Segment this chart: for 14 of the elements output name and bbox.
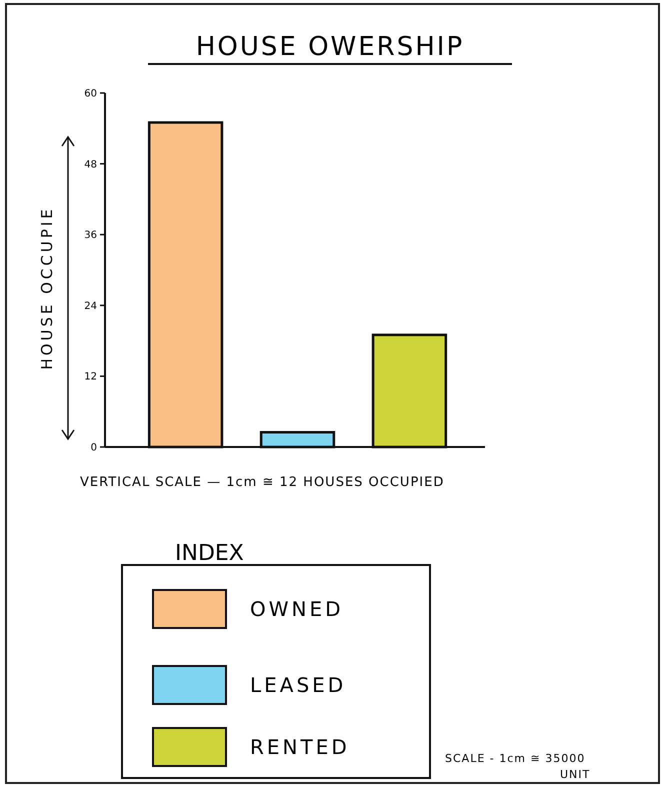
text: VERTICAL SCALE — 1cm ≅ 12 HOUSES OCCUPIED: [80, 475, 444, 490]
y-tick-label: 60: [84, 88, 97, 100]
y-axis-title: HOUSE OCCUPIE: [38, 206, 56, 370]
legend-label: LEASED: [250, 673, 346, 697]
y-tick-label: 36: [84, 230, 97, 242]
y-tick-label: 0: [90, 442, 97, 454]
legend-label: RENTED: [250, 735, 350, 759]
y-tick-label: 48: [84, 159, 97, 170]
y-tick-label: 12: [84, 372, 97, 383]
y-tick-label: 24: [84, 300, 97, 312]
text: SCALE - 1cm ≅ 35000 UNIT: [445, 752, 590, 781]
legend-title: INDEX: [175, 541, 244, 566]
legend-label: OWNED: [250, 597, 344, 621]
chart-title: HOUSE OWERSHIP: [196, 32, 464, 62]
